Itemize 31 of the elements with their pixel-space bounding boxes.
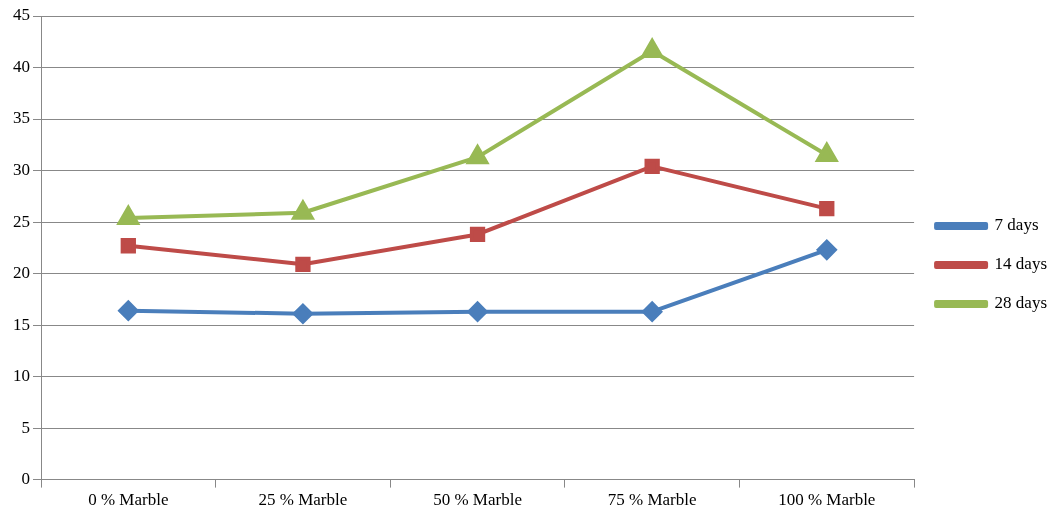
point [469, 226, 486, 243]
point [819, 201, 835, 217]
point [816, 239, 837, 260]
point [816, 143, 838, 163]
y-tick-label: 5 [21, 417, 30, 437]
y-tick-label: 20 [13, 263, 30, 283]
y-tick-label: 35 [13, 108, 30, 128]
y-tick-label: 30 [13, 160, 30, 179]
point [295, 256, 311, 272]
x-tick-label: 50 % Marble [433, 490, 522, 510]
point [641, 39, 663, 59]
point [466, 145, 489, 165]
y-tick-label: 45 [13, 5, 30, 25]
y-tick-label: 10 [13, 366, 30, 386]
x-tick-label: 100 % Marble [778, 490, 876, 510]
point [120, 238, 136, 254]
point [292, 303, 313, 324]
point [118, 300, 139, 321]
legend-label: 28 days [994, 293, 1048, 313]
x-tick-label: 75 % Marble [607, 490, 697, 510]
point [644, 158, 660, 175]
x-tick-label: 25 % Marble [258, 490, 348, 510]
y-tick-label: 0 [21, 469, 30, 489]
legend-label: 7 days [994, 215, 1039, 235]
y-tick-label: 25 [13, 211, 30, 231]
point [467, 301, 488, 322]
y-tick-label: 15 [13, 314, 30, 334]
x-tick-label: 0 % Marble [88, 490, 169, 510]
legend-label: 14 days [994, 254, 1048, 274]
y-tick-label: 40 [13, 56, 30, 76]
point [642, 301, 663, 322]
